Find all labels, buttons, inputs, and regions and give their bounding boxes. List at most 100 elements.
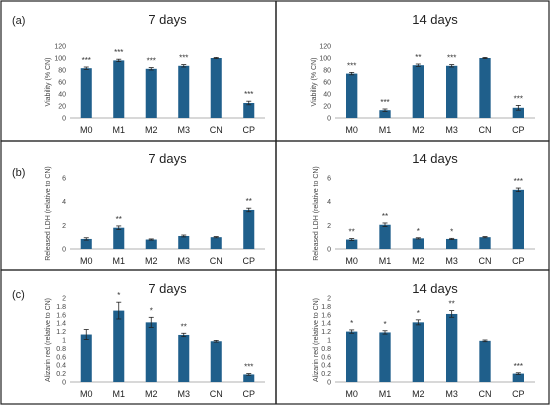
chart-a7-bar-M2 (145, 68, 157, 118)
chart-c7-ytick-9: 1.8 (56, 304, 66, 311)
chart-c14-xtick-CN: CN (479, 389, 492, 399)
chart-c7-xtick-CP: CP (242, 389, 255, 399)
chart-b14-ylabel: Released LDH (relative to CN) (313, 166, 320, 261)
chart-b14-sig-M1: ** (382, 212, 388, 221)
chart-b14-sig-CP: *** (514, 177, 523, 186)
chart-a14-ytick-4: 80 (323, 68, 331, 75)
chart-b14-ytick-1: 2 (327, 223, 331, 230)
chart-c7-ytick-1: 0.2 (56, 371, 66, 378)
chart-a7-bar-CN (210, 58, 222, 118)
chart-a14-xtick-M2: M2 (412, 125, 425, 135)
chart-b14-sig-M2: * (417, 227, 420, 236)
chart-c7-sig-M2: * (150, 306, 153, 315)
chart-c14-bar-M2 (412, 322, 424, 382)
chart-c7-xtick-M0: M0 (80, 389, 93, 399)
chart-c7-bar-CN (210, 341, 222, 382)
chart-c14-xtick-M0: M0 (345, 389, 358, 399)
chart-a7-xtick-CP: CP (242, 125, 255, 135)
chart-c14-sig-M1: * (383, 320, 386, 329)
chart-b14-xtick-M2: M2 (412, 256, 425, 266)
chart-c14-ytick-2: 0.4 (321, 363, 331, 370)
chart-b14-bar-M0 (346, 239, 358, 249)
chart-a14-bar-CP (512, 107, 524, 118)
row-label-b: (b) (12, 167, 25, 179)
chart-c7-bar-M2 (145, 322, 157, 382)
chart-c14-ytick-0: 0 (327, 380, 331, 387)
chart-a7-xtick-M1: M1 (112, 125, 125, 135)
chart-c7-ytick-4: 0.8 (56, 346, 66, 353)
chart-b7-xtick-M0: M0 (80, 256, 93, 266)
chart-b7-xtick-M1: M1 (112, 256, 125, 266)
chart-a14-ytick-6: 120 (319, 44, 331, 51)
chart-a7-bar-M1 (113, 60, 125, 118)
chart-b7-bar-CP (243, 209, 255, 249)
chart-a14-bar-M1 (379, 110, 391, 118)
chart-a14-ytick-0: 0 (327, 116, 331, 123)
chart-a14-ytick-5: 100 (319, 56, 331, 63)
chart-c14-bar-CN (479, 340, 491, 382)
chart-b7-ytick-3: 6 (62, 176, 66, 183)
chart-b7-bar-M3 (178, 235, 190, 249)
chart-a7-xtick-M3: M3 (177, 125, 190, 135)
chart-a7-ylabel: Viability (% CN) (45, 58, 52, 107)
chart-b7-sig-CP: ** (246, 197, 252, 206)
chart-b14-sig-M3: * (450, 227, 453, 236)
chart-c7-bar-M3 (178, 334, 190, 382)
chart-c14-bar-M1 (379, 332, 391, 382)
chart-a7-bar-M0 (80, 68, 92, 118)
chart-a7-sig-M1: *** (114, 48, 123, 57)
chart-c7-title: 7 days (148, 281, 187, 296)
chart-a14-xtick-M1: M1 (379, 125, 392, 135)
chart-b7-xtick-CP: CP (242, 256, 255, 266)
chart-c14-ylabel: Alizarin red (relative to CN) (313, 298, 320, 382)
chart-a7-ytick-1: 20 (58, 104, 66, 111)
chart-a7-title: 7 days (148, 12, 187, 27)
chart-a14-bar-CN (479, 58, 491, 118)
chart-c14-xtick-M1: M1 (379, 389, 392, 399)
panel-border-row-c (0, 269, 550, 405)
chart-b7-xtick-M3: M3 (177, 256, 190, 266)
chart-b14-xtick-CN: CN (479, 256, 492, 266)
chart-b14-xtick-CP: CP (512, 256, 525, 266)
chart-a7-xtick-CN: CN (210, 125, 223, 135)
chart-a14-ytick-2: 40 (323, 92, 331, 99)
chart-a7-ytick-6: 120 (54, 44, 66, 51)
chart-a14-sig-M3: *** (447, 54, 456, 63)
chart-c7-ytick-0: 0 (62, 380, 66, 387)
chart-c14-xtick-M2: M2 (412, 389, 425, 399)
chart-a14-sig-M1: *** (380, 98, 389, 107)
chart-b7-xtick-M2: M2 (145, 256, 158, 266)
chart-c14-sig-M0: * (350, 319, 353, 328)
chart-b7-xtick-CN: CN (210, 256, 223, 266)
chart-a7-sig-M2: *** (147, 57, 156, 66)
chart-b7-ytick-1: 2 (62, 223, 66, 230)
chart-a14-xtick-CP: CP (512, 125, 525, 135)
chart-a14-xtick-CN: CN (479, 125, 492, 135)
chart-c7-xtick-M3: M3 (177, 389, 190, 399)
chart-b14-bar-CN (479, 237, 491, 249)
chart-a14-ytick-1: 20 (323, 104, 331, 111)
chart-b7-bar-M0 (80, 238, 92, 249)
chart-a7-bar-CP (243, 103, 255, 118)
chart-b14-sig-M0: ** (349, 228, 355, 237)
chart-a14-ylabel: Viability (% CN) (311, 58, 318, 107)
chart-a7-ytick-4: 80 (58, 68, 66, 75)
chart-b14-ytick-2: 4 (327, 199, 331, 206)
chart-a14-ytick-3: 60 (323, 80, 331, 87)
chart-c14-title: 14 days (412, 281, 458, 296)
chart-c7-ytick-2: 0.4 (56, 363, 66, 370)
chart-b14-bar-M3 (446, 238, 458, 249)
chart-b14-ytick-0: 0 (327, 247, 331, 254)
chart-c14-ytick-3: 0.6 (321, 354, 331, 361)
chart-b7-bar-CN (210, 237, 222, 249)
row-label-a: (a) (12, 15, 25, 27)
chart-c14-ytick-6: 1.2 (321, 329, 331, 336)
chart-a7-sig-M3: *** (179, 54, 188, 63)
chart-c14-xtick-CP: CP (512, 389, 525, 399)
chart-b7-ytick-0: 0 (62, 247, 66, 254)
row-label-c: (c) (12, 289, 25, 301)
chart-c7-bar-M0 (80, 334, 92, 382)
chart-c7-ylabel: Alizarin red (relative to CN) (45, 298, 52, 382)
chart-b7-sig-M1: ** (116, 215, 122, 224)
